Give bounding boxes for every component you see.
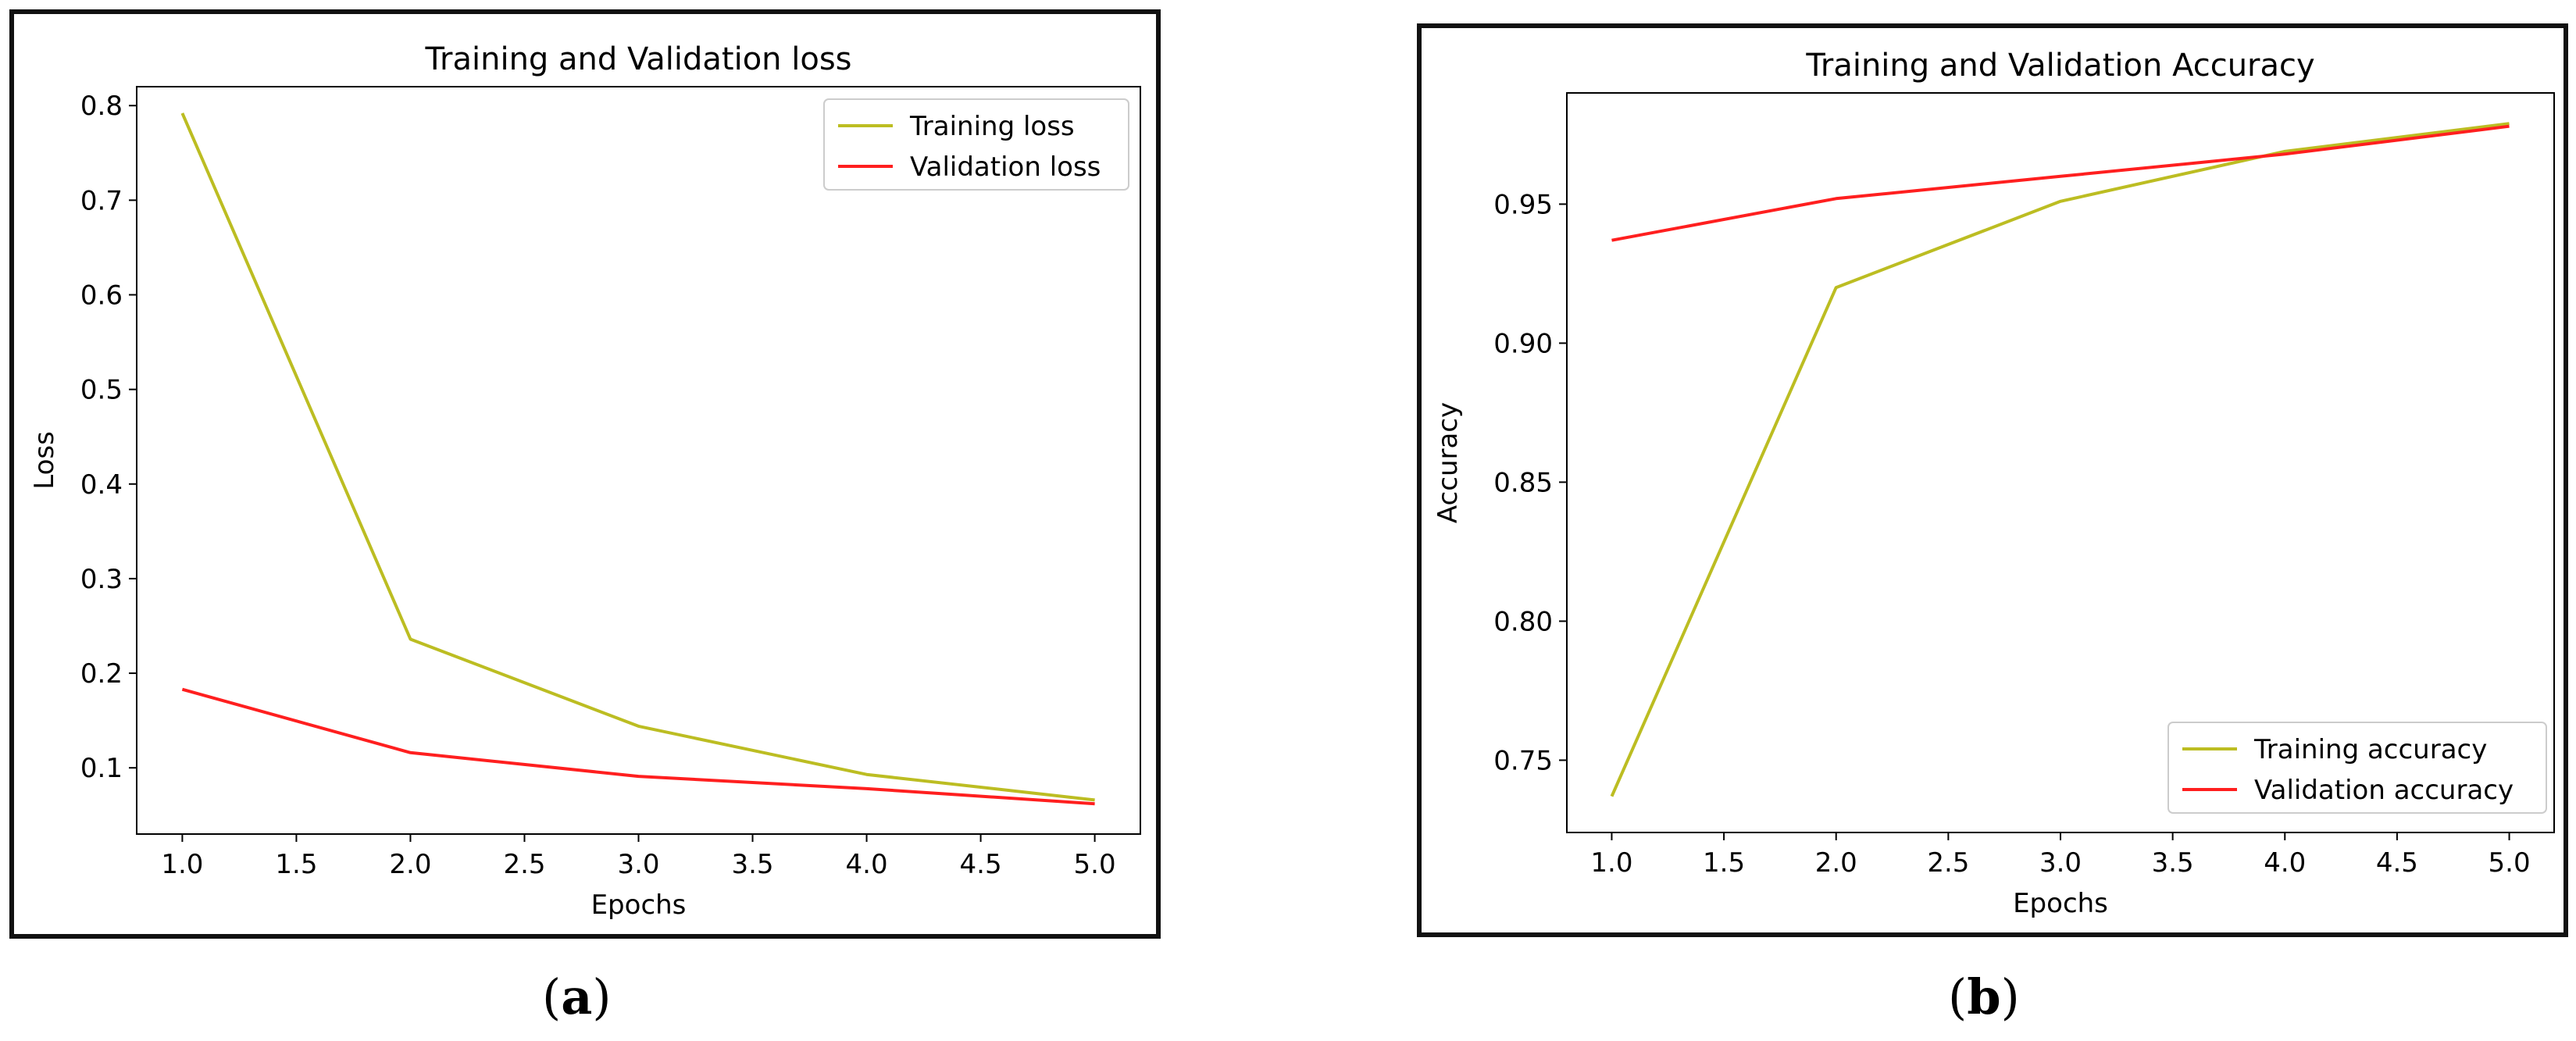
validation-accuracy-line xyxy=(1611,124,2510,242)
legend-box xyxy=(823,98,1129,191)
chart-title: Training and Validation loss xyxy=(424,41,851,77)
training-loss-line xyxy=(180,112,1095,802)
caption-a-letter: a xyxy=(561,968,593,1025)
x-tick-label: 4.0 xyxy=(846,849,888,880)
y-tick-label: 0.1 xyxy=(80,753,123,784)
x-tick-label: 3.0 xyxy=(2039,847,2082,879)
x-tick-label: 2.0 xyxy=(389,849,431,880)
y-tick-label: 0.85 xyxy=(1493,467,1553,498)
x-tick-label: 4.5 xyxy=(960,849,1002,880)
loss-chart-panel: Training and Validation loss Epochs Loss 1.… xyxy=(9,9,1161,939)
y-tick-label: 0.5 xyxy=(80,375,123,406)
x-tick-label: 5.0 xyxy=(1074,849,1116,880)
x-tick-label: 3.5 xyxy=(731,849,773,880)
y-tick-label: 0.6 xyxy=(80,280,123,312)
x-tick-label: 1.5 xyxy=(1703,847,1745,879)
legend-box xyxy=(2167,722,2547,814)
x-tick-label: 2.0 xyxy=(1815,847,1857,879)
x-tick-label: 4.5 xyxy=(2376,847,2418,879)
validation-loss-legend-label: Validation loss xyxy=(910,152,1101,183)
y-tick-label: 0.3 xyxy=(80,564,123,595)
x-tick-label: 2.5 xyxy=(503,849,545,880)
x-tick-label: 1.0 xyxy=(161,849,203,880)
training-accuracy-line xyxy=(1610,122,2510,797)
y-axis-label: Accuracy xyxy=(1432,402,1464,523)
x-axis-label: Epochs xyxy=(2013,888,2108,919)
x-tick-label: 5.0 xyxy=(2489,847,2531,879)
caption-b-letter: b xyxy=(1967,968,2001,1025)
accuracy-chart-panel: Training and Validation Accuracy Epochs Ac… xyxy=(1417,23,2568,937)
y-tick-label: 0.90 xyxy=(1493,328,1553,359)
training-accuracy-legend-label: Training accuracy xyxy=(2253,734,2487,765)
y-tick-label: 0.4 xyxy=(80,469,123,501)
x-tick-label: 3.0 xyxy=(617,849,659,880)
y-tick-label: 0.2 xyxy=(80,658,123,690)
y-tick-label: 0.75 xyxy=(1493,745,1553,776)
x-axis-label: Epochs xyxy=(591,889,687,921)
y-axis-label: Loss xyxy=(29,431,60,490)
plot-area-frame xyxy=(1566,92,2555,833)
caption-b: (b) xyxy=(1948,968,2020,1025)
y-tick-label: 0.95 xyxy=(1493,189,1553,220)
x-tick-label: 2.5 xyxy=(1927,847,1969,879)
training-loss-legend-label: Training loss xyxy=(909,111,1075,142)
x-tick-label: 4.0 xyxy=(2264,847,2306,879)
x-tick-label: 1.0 xyxy=(1590,847,1632,879)
validation-accuracy-legend-label: Validation accuracy xyxy=(2254,775,2514,806)
y-tick-label: 0.80 xyxy=(1493,606,1553,637)
caption-a: (a) xyxy=(542,968,612,1025)
y-tick-label: 0.8 xyxy=(80,91,123,122)
validation-loss-line xyxy=(181,687,1095,806)
x-tick-label: 1.5 xyxy=(275,849,317,880)
y-tick-label: 0.7 xyxy=(80,185,123,216)
plot-area-frame xyxy=(136,86,1141,835)
loss-chart: Training and Validation loss Epochs Loss 1.… xyxy=(29,41,1141,921)
chart-title: Training and Validation Accuracy xyxy=(1805,48,2314,84)
x-tick-label: 3.5 xyxy=(2152,847,2194,879)
accuracy-chart: Training and Validation Accuracy Epochs Ac… xyxy=(1432,48,2555,919)
